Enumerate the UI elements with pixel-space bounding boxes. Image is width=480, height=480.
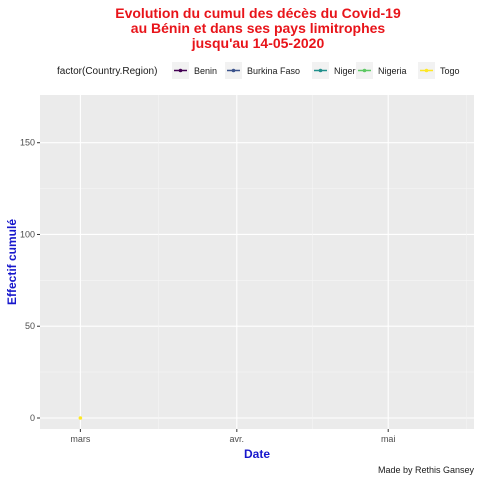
legend-item-togo: Togo — [418, 62, 460, 79]
y-tick-label: 150 — [20, 138, 35, 148]
x-tick-label: mars — [70, 434, 90, 444]
chart-title-line-1: Evolution du cumul des décès du Covid-19 — [115, 5, 401, 21]
grid — [40, 95, 474, 429]
chart-title: Evolution du cumul des décès du Covid-19… — [115, 5, 401, 51]
y-tick-label: 100 — [20, 229, 35, 239]
chart-title-line-2: au Bénin et dans ses pays limitrophes — [131, 20, 386, 36]
legend-label: Burkina Faso — [247, 66, 300, 76]
plot-panel — [40, 95, 474, 429]
x-axis: mars avr. mai — [70, 429, 395, 444]
legend-label: Nigeria — [378, 66, 407, 76]
legend-key-point — [231, 68, 236, 73]
legend-title: factor(Country.Region) — [57, 66, 157, 77]
x-tick-label: mai — [381, 434, 396, 444]
chart-title-line-3: jusqu'au 14-05-2020 — [191, 35, 325, 51]
legend-key-point — [362, 68, 367, 73]
legend-label: Togo — [440, 66, 460, 76]
y-axis: 0 50 100 150 — [20, 138, 40, 423]
series-layer — [78, 416, 83, 420]
x-axis-title: Date — [244, 447, 270, 461]
y-axis-title: Effectif cumulé — [5, 219, 19, 305]
x-tick-label: avr. — [230, 434, 245, 444]
caption: Made by Rethis Gansey — [378, 465, 475, 475]
legend-item-burkina-faso: Burkina Faso — [225, 62, 300, 79]
data-point-togo — [78, 416, 83, 420]
legend-label: Niger — [334, 66, 356, 76]
y-tick-label: 0 — [30, 413, 35, 423]
legend-item-niger: Niger — [312, 62, 356, 79]
legend-key-point — [424, 68, 429, 73]
y-tick-label: 50 — [25, 321, 35, 331]
legend-label: Benin — [194, 66, 217, 76]
legend-item-benin: Benin — [172, 62, 217, 79]
legend-key-point — [318, 68, 323, 73]
legend: factor(Country.Region) Benin Burkina Faso… — [57, 62, 460, 79]
legend-item-nigeria: Nigeria — [356, 62, 407, 79]
legend-key-point — [178, 68, 183, 73]
